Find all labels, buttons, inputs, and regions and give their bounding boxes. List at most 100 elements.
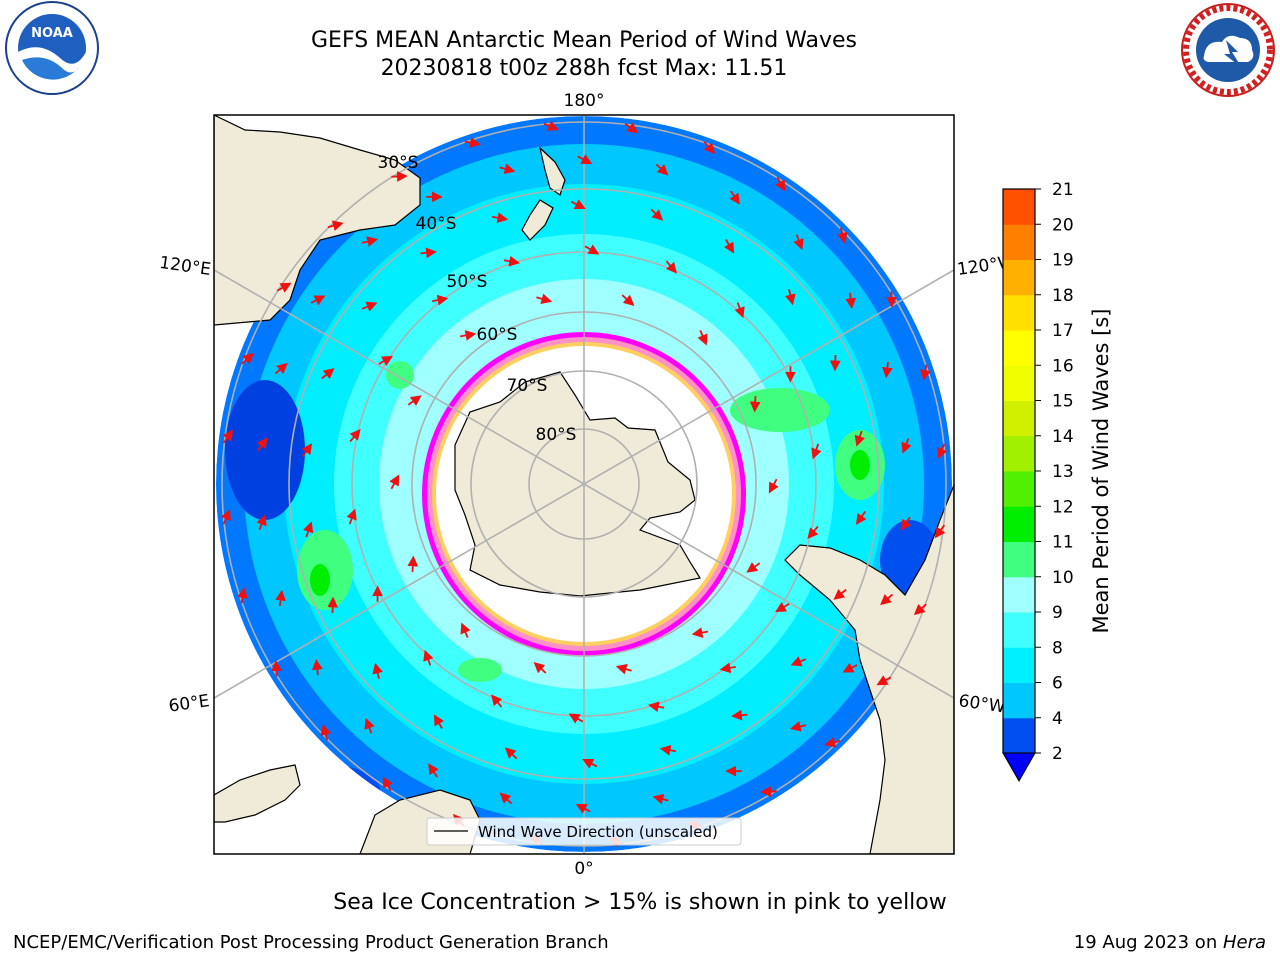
wind-wave-arrow (389, 474, 400, 490)
wind-wave-arrow (464, 137, 481, 148)
wind-wave-arrow (256, 437, 268, 452)
wind-wave-arrow (378, 355, 393, 366)
wind-wave-arrow (499, 163, 516, 175)
credit-right: 19 Aug 2023 on Hera (1074, 932, 1266, 953)
wind-wave-arrow (320, 724, 331, 741)
colorbar-cell (1003, 576, 1035, 613)
wind-wave-arrow (719, 662, 736, 674)
colorbar-tick-label: 21 (1052, 180, 1074, 200)
colorbar-tick-label: 2 (1052, 744, 1063, 764)
colorbar-tick-label: 13 (1052, 462, 1074, 482)
wind-wave-arrow (837, 227, 848, 244)
wind-wave-arrow (382, 776, 393, 792)
wind-wave-arrow (789, 721, 807, 732)
wind-wave-arrow (615, 663, 632, 675)
colorbar: 2 4 6 8 9 10 11 12 13 14 15 16 17 18 19 20 21 Mean Perio… (1002, 180, 1113, 783)
colorbar-tick-label: 9 (1052, 603, 1063, 623)
wind-wave-arrow (920, 364, 931, 381)
colorbar-tick-label: 4 (1052, 709, 1063, 729)
wind-wave-arrow (310, 295, 326, 306)
polar-map: 180° 120°E 120°W 60°E 60°W 0° 30°S 40°S … (158, 91, 1016, 879)
colorbar-tick-label: 17 (1052, 321, 1074, 341)
wind-wave-arrow (321, 368, 335, 380)
wind-wave-arrow (364, 717, 375, 734)
wind-wave-arrow (760, 786, 777, 797)
lat-label-70s: 70°S (507, 376, 548, 396)
wind-wave-arrow (790, 656, 807, 667)
wind-wave-arrow (746, 562, 761, 573)
colorbar-cell (1003, 612, 1035, 648)
lon-label-60e: 60°E (167, 691, 210, 716)
map-title: GEFS MEAN Antarctic Mean Period of Wind … (311, 28, 857, 53)
colorbar-tick-label: 15 (1052, 392, 1074, 412)
wind-wave-arrow (785, 289, 796, 306)
credit-left: NCEP/EMC/Verification Post Processing Pr… (13, 932, 609, 953)
wind-wave-arrow (460, 622, 471, 638)
wind-wave-arrow (391, 171, 408, 182)
wind-wave-arrow (749, 396, 761, 413)
credit-machine: Hera (1222, 932, 1266, 953)
wind-wave-arrow (665, 260, 677, 274)
wind-wave-arrow (275, 589, 286, 607)
wind-wave-arrow (655, 163, 669, 176)
colorbar-tick-label: 8 (1052, 638, 1063, 658)
colorbar-cell (1003, 541, 1035, 578)
wind-wave-arrow (543, 120, 559, 131)
wind-wave-arrow (428, 763, 439, 778)
wind-wave-arrow (882, 361, 893, 379)
colorbar-ticks: 2 4 6 8 9 10 11 12 13 14 15 16 17 18 19 20 21 (1035, 180, 1074, 764)
map-subtitle: 20230818 t00z 288h fcst Max: 11.51 (380, 56, 788, 81)
wind-wave-arrow (491, 212, 509, 224)
wind-wave-arrow (775, 602, 790, 613)
colorbar-extend-min (1002, 752, 1036, 783)
map-frame (213, 114, 955, 855)
wind-wave-arrow (731, 709, 748, 721)
wind-wave-arrow (624, 122, 639, 134)
wind-wave-arrow (775, 176, 786, 192)
colorbar-cell (1003, 365, 1035, 401)
lon-label-0: 0° (574, 859, 593, 879)
wind-wave-arrow (504, 747, 518, 760)
wind-wave-arrow (577, 154, 593, 165)
wind-wave-arrow (241, 352, 255, 365)
colorbar-tick-label: 10 (1052, 568, 1074, 588)
wind-wave-arrow (570, 199, 586, 210)
wind-wave-arrow (499, 792, 513, 805)
colorbar-cell (1003, 294, 1035, 331)
wind-wave-arrow (276, 282, 292, 293)
colorbar-cells (1003, 189, 1035, 754)
wind-wave-arrow (491, 694, 503, 708)
wind-wave-arrow (652, 793, 669, 805)
wind-wave-arrow (855, 510, 867, 525)
colorbar-cell (1003, 400, 1035, 437)
land-masses (214, 115, 954, 854)
wind-wave-arrow (346, 508, 357, 525)
colorbar-tick-label: 11 (1052, 533, 1074, 553)
wind-wave-arrow (691, 627, 709, 638)
wind-wave-arrow (575, 803, 591, 814)
wind-wave-arrow (220, 509, 231, 525)
wind-wave-arrow (420, 247, 437, 259)
colorbar-cell (1003, 189, 1035, 225)
colorbar-tick-label: 18 (1052, 286, 1074, 306)
legend-label: Wind Wave Direction (unscaled) (478, 823, 718, 841)
colorbar-cell (1003, 435, 1035, 472)
credit-date: 19 Aug 2023 on (1073, 932, 1223, 953)
colorbar-cell (1003, 682, 1035, 719)
wind-wave-arrow (807, 525, 819, 540)
lat-label-30s: 30°S (378, 153, 419, 173)
wind-wave-arrow (703, 141, 716, 155)
wind-wave-arrow (886, 291, 897, 308)
colorbar-tick-label: 14 (1052, 427, 1074, 447)
wind-wave-arrow (423, 649, 434, 666)
wind-wave-arrow (729, 190, 740, 205)
wind-wave-arrow (768, 478, 779, 494)
wind-wave-arrow (900, 516, 912, 531)
wind-wave-arrow (793, 234, 804, 251)
noaa-logo: NOAA (5, 1, 99, 95)
wind-wave-arrow (433, 714, 444, 729)
wind-wave-arrow (271, 660, 282, 677)
wind-wave-arrow (811, 443, 822, 460)
wind-wave-arrow (568, 713, 584, 724)
colorbar-tick-label: 12 (1052, 497, 1074, 517)
